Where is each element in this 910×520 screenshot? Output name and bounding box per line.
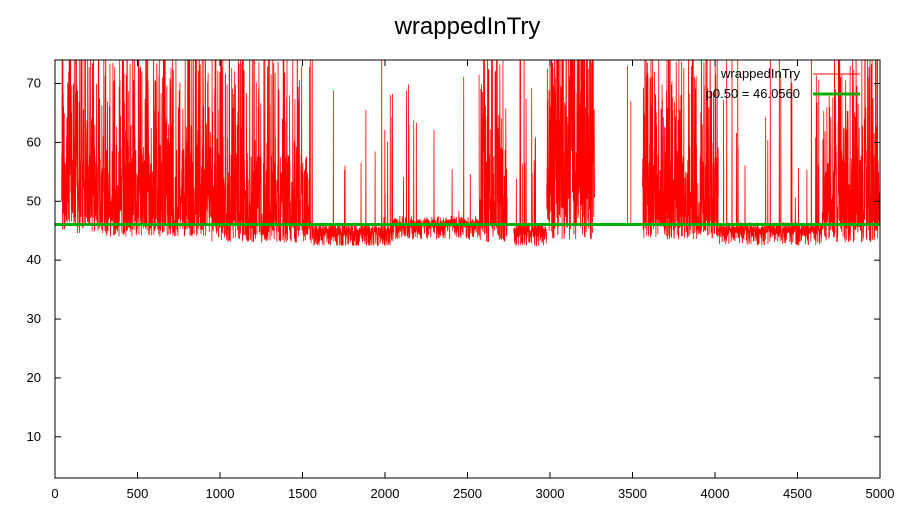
y-tick-label: 10 xyxy=(27,429,41,444)
y-tick-label: 20 xyxy=(27,370,41,385)
series-line-wrappedintry xyxy=(61,60,880,247)
legend-label-wrappedintry: wrappedInTry xyxy=(720,66,800,81)
y-tick-label: 30 xyxy=(27,311,41,326)
y-tick-label: 50 xyxy=(27,193,41,208)
plot-area xyxy=(55,60,880,247)
x-tick-label: 0 xyxy=(51,486,58,501)
x-tick-label: 2500 xyxy=(453,486,482,501)
x-tick-label: 3500 xyxy=(618,486,647,501)
y-tick-label: 40 xyxy=(27,252,41,267)
x-tick-label: 500 xyxy=(127,486,149,501)
x-tick-label: 4500 xyxy=(783,486,812,501)
x-tick-label: 4000 xyxy=(701,486,730,501)
x-tick-label: 1000 xyxy=(206,486,235,501)
axes: 0 500 1000 1500 2000 2500 3000 3500 4000 4500 5000… xyxy=(27,59,895,501)
legend: wrappedInTry p0.50 = 46.0560 xyxy=(706,66,860,101)
x-tick-label: 3000 xyxy=(536,486,565,501)
x-tick-label: 1500 xyxy=(288,486,317,501)
x-tick-label: 2000 xyxy=(371,486,400,501)
chart-title: wrappedInTry xyxy=(394,13,541,40)
y-tick-label: 60 xyxy=(27,134,41,149)
x-tick-label: 5000 xyxy=(866,486,895,501)
y-tick-label: 70 xyxy=(27,76,41,91)
legend-label-median: p0.50 = 46.0560 xyxy=(706,86,800,101)
